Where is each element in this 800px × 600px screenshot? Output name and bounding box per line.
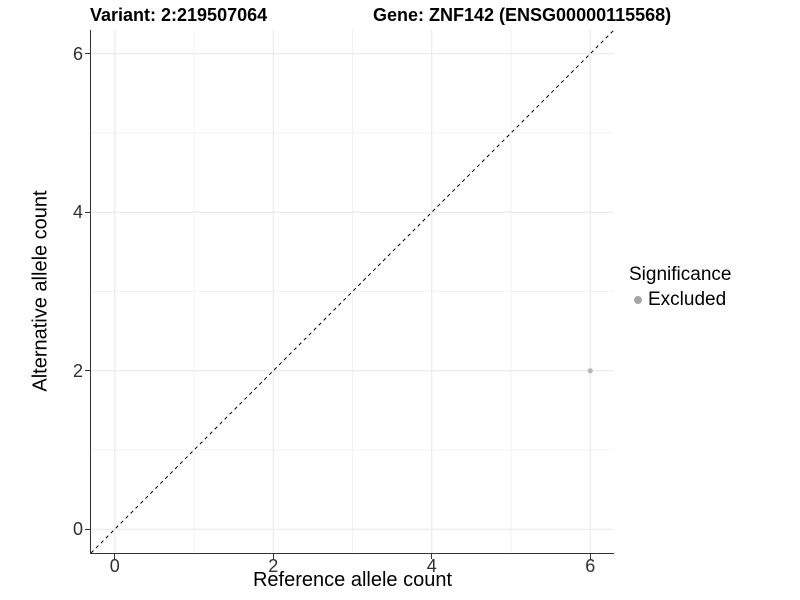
x-tick-label: 0: [109, 556, 120, 576]
plot-panel: [90, 30, 614, 554]
legend-item-label: Excluded: [648, 289, 727, 310]
legend-key-dot: [634, 296, 642, 304]
legend-item-excluded: Excluded: [634, 289, 731, 311]
y-tick-label: 6: [72, 43, 83, 64]
y-axis-tick: [85, 528, 90, 530]
data-point: [587, 368, 593, 374]
x-axis-tick: [272, 554, 274, 559]
x-axis-tick: [431, 554, 433, 559]
plot-title-variant: Variant: 2:219507064: [90, 5, 268, 25]
x-tick-label: 2: [268, 556, 279, 576]
y-axis-tick: [85, 53, 90, 55]
x-axis-tick: [114, 554, 116, 559]
y-tick-label: 4: [72, 202, 83, 223]
y-tick-label: 0: [72, 519, 83, 540]
y-axis-tick: [85, 211, 90, 213]
plot-title-gene: Gene: ZNF142 (ENSG00000115568): [373, 5, 672, 25]
x-axis-tick: [589, 554, 591, 559]
identity-line: [91, 30, 614, 553]
x-tick-label: 4: [426, 556, 437, 576]
legend: Significance Excluded: [629, 264, 731, 311]
legend-title: Significance: [629, 264, 732, 285]
y-axis-tick: [85, 370, 90, 372]
y-tick-label: 2: [72, 360, 83, 381]
x-tick-label: 6: [585, 556, 596, 576]
x-axis-title: Reference allele count: [252, 569, 452, 591]
plot-area-svg: [91, 30, 614, 553]
